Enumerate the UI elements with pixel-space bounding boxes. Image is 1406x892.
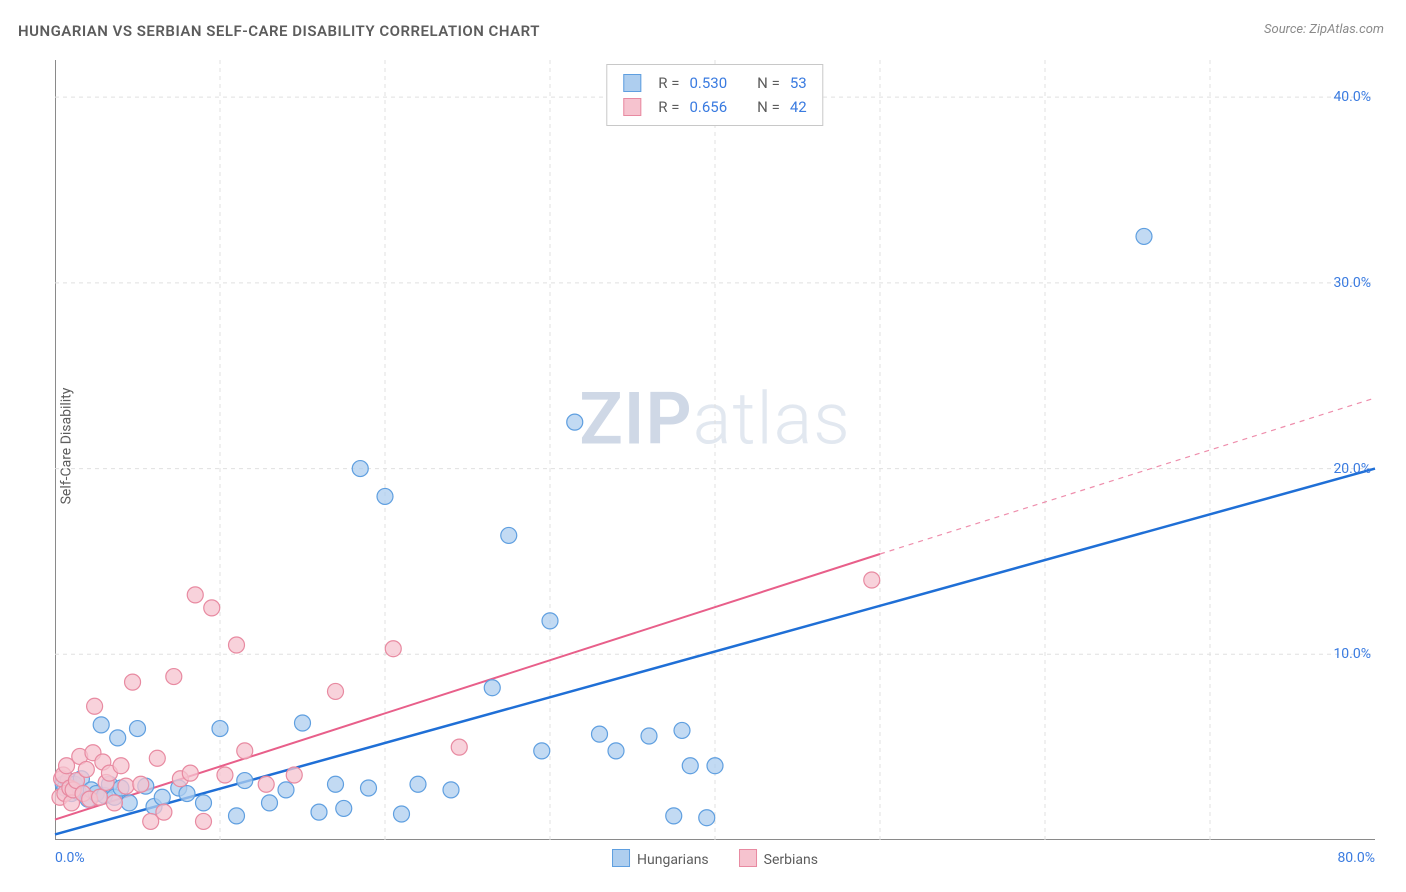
y-tick-label: 30.0%	[1333, 275, 1371, 291]
source-label: Source: ZipAtlas.com	[1264, 22, 1384, 37]
x-tick-label: 0.0%	[55, 850, 85, 866]
y-tick-label: 10.0%	[1333, 646, 1371, 662]
x-tick-label: 80.0%	[1337, 850, 1375, 866]
bottom-legend-item-1: Serbians	[739, 849, 818, 868]
stat-legend-row-0: R = 0.530 N = 53	[623, 71, 806, 95]
legend-swatch-hungarians	[612, 849, 630, 867]
plot-area: ZIPatlas R = 0.530 N = 53 R = 0.656 N = …	[55, 60, 1375, 840]
y-tick-label: 40.0%	[1333, 89, 1371, 105]
stat-legend: R = 0.530 N = 53 R = 0.656 N = 42	[606, 64, 823, 126]
legend-swatch-0	[623, 74, 641, 92]
chart-title: HUNGARIAN VS SERBIAN SELF-CARE DISABILIT…	[18, 22, 540, 40]
bottom-legend: Hungarians Serbians	[612, 849, 818, 868]
bottom-legend-item-0: Hungarians	[612, 849, 709, 868]
legend-swatch-serbians	[739, 849, 757, 867]
scatter-points	[55, 60, 1375, 840]
y-tick-label: 20.0%	[1333, 461, 1371, 477]
legend-swatch-1	[623, 98, 641, 116]
stat-legend-row-1: R = 0.656 N = 42	[623, 95, 806, 119]
